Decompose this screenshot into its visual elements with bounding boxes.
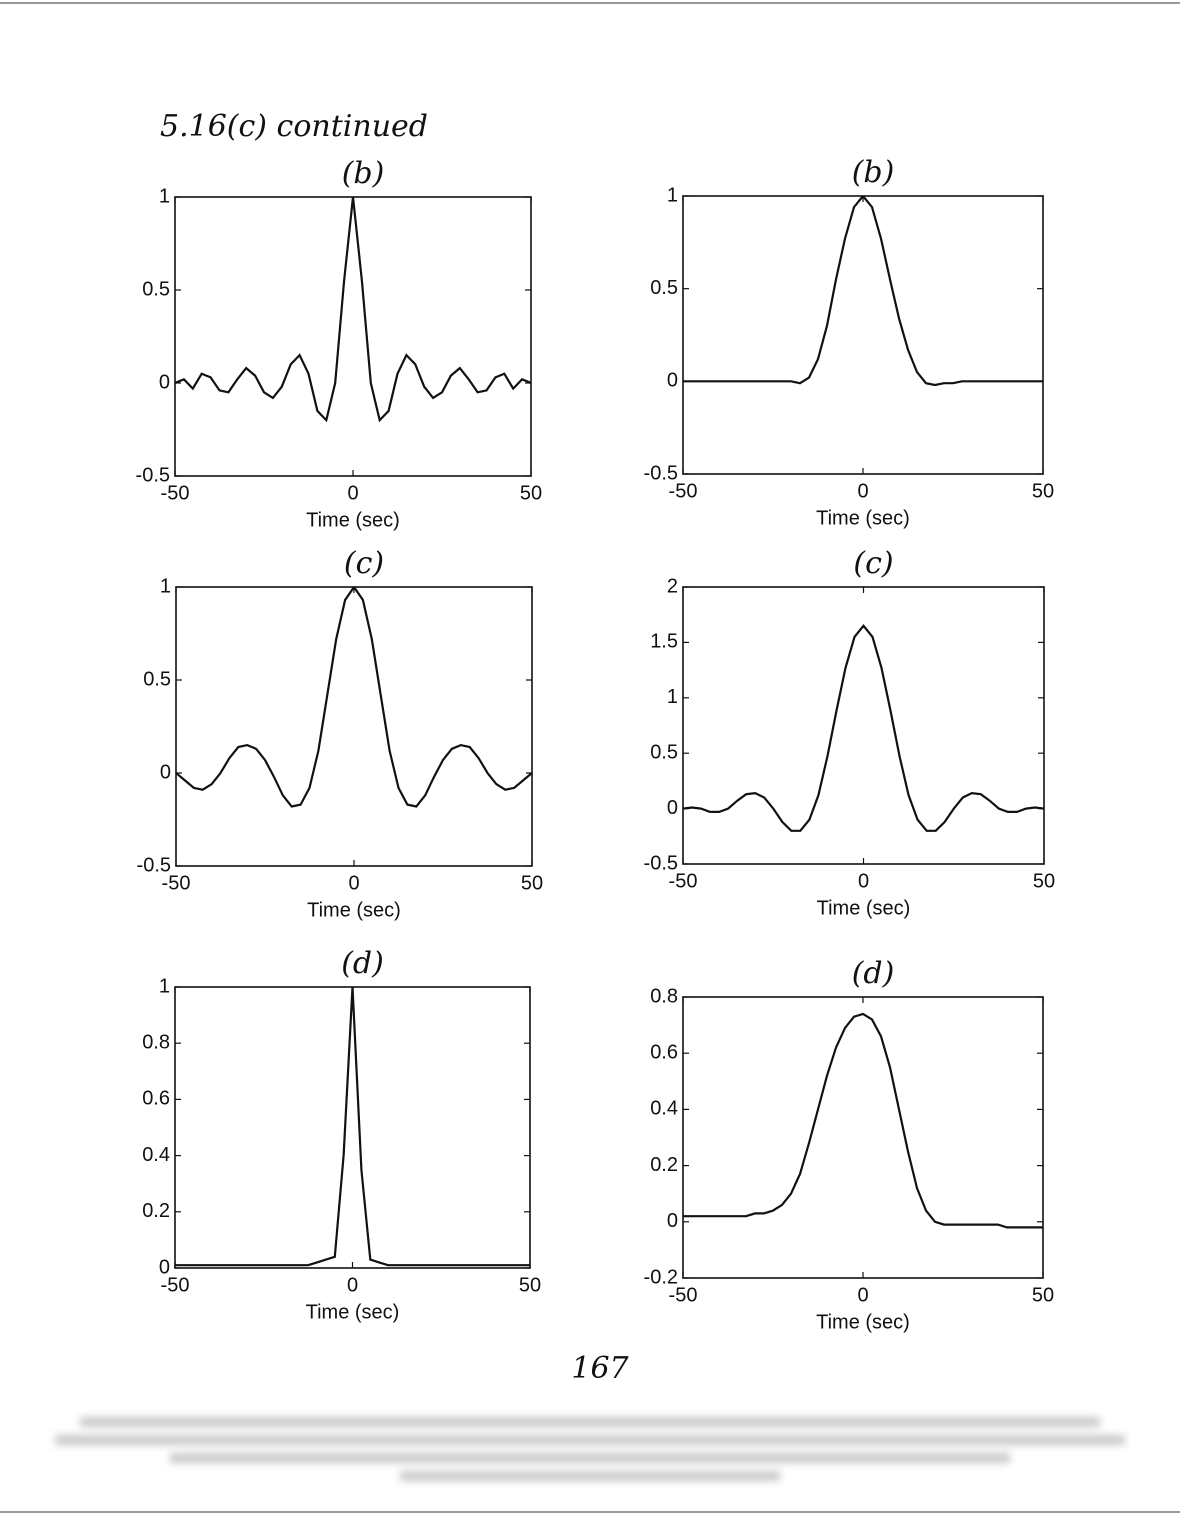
data-line (176, 587, 532, 808)
y-tick-label: 1 (159, 975, 170, 997)
x-axis-label: Time (sec) (816, 507, 910, 529)
plot-title: (d) (341, 946, 384, 981)
plot-area (683, 624, 1044, 832)
y-tick-label: 0.5 (650, 741, 678, 763)
plot: -0.2 0 0.2 0.4 0.6 0.8 -50 0 50 Time (sec) (d) (644, 956, 1055, 1333)
y-tick-label: 0 (159, 1256, 170, 1278)
page-number: 167 (571, 1351, 629, 1386)
x-axis-label: Time (sec) (307, 899, 401, 921)
x-tick-label: -50 (669, 870, 698, 892)
y-tick-label: 0 (160, 761, 171, 783)
data-line (683, 1012, 1043, 1229)
y-tick-label: 0.8 (142, 1031, 170, 1053)
y-tick-label: -0.5 (136, 464, 170, 486)
x-tick-label: -50 (669, 1284, 698, 1306)
x-tick-label: 50 (1033, 870, 1055, 892)
x-tick-label: 50 (1032, 1284, 1054, 1306)
y-tick-label: 0.6 (650, 1041, 678, 1063)
x-tick-label: -50 (161, 1274, 190, 1296)
x-tick-label: 50 (1032, 480, 1054, 502)
plot-title: (d) (852, 956, 895, 991)
y-tick-label: 0 (667, 370, 678, 392)
plot-area (683, 196, 1043, 387)
y-tick-label: 0 (667, 797, 678, 819)
y-tick-label: 1 (667, 686, 678, 708)
y-tick-label: -0.5 (644, 852, 678, 874)
plot-title: (b) (342, 156, 385, 191)
y-tick-label: 0.2 (650, 1154, 678, 1176)
data-line (175, 197, 531, 423)
plot: -0.5 0 0.5 1 -50 0 50 Time (sec) (b) (136, 156, 543, 531)
y-tick-label: 0.4 (650, 1098, 678, 1120)
x-tick-label: 0 (857, 1284, 868, 1306)
y-tick-label: -0.5 (644, 462, 678, 484)
y-tick-label: 0.5 (142, 278, 170, 300)
y-tick-label: 1 (159, 185, 170, 207)
blurred-footer (55, 1417, 1125, 1481)
x-axis-label: Time (sec) (306, 1301, 400, 1323)
y-tick-label: 0.5 (650, 277, 678, 299)
x-axis-label: Time (sec) (306, 509, 400, 531)
y-tick-label: -0.2 (644, 1266, 678, 1288)
plot-area (175, 987, 530, 1267)
plot-title: (b) (852, 155, 895, 190)
x-tick-label: 0 (347, 482, 358, 504)
data-line (683, 624, 1044, 832)
x-tick-label: -50 (161, 482, 190, 504)
header-note: 5.16(c) continued (160, 109, 428, 144)
y-tick-label: 1.5 (650, 631, 678, 653)
y-tick-label: -0.5 (137, 854, 171, 876)
plot-area (175, 197, 531, 423)
x-tick-label: 50 (519, 1274, 541, 1296)
y-tick-label: 2 (667, 575, 678, 597)
plot: -0.5 0 0.5 1 -50 0 50 Time (sec) (c) (137, 546, 544, 921)
plot-title: (c) (853, 546, 893, 581)
x-tick-label: 50 (520, 482, 542, 504)
plot-title: (c) (344, 546, 384, 581)
y-tick-label: 0.4 (142, 1144, 170, 1166)
data-line (683, 196, 1043, 387)
data-line (175, 987, 530, 1267)
plot: -0.5 0 0.5 1 -50 0 50 Time (sec) (b) (644, 155, 1055, 529)
y-tick-label: 0 (667, 1210, 678, 1232)
plot: -0.5 0 0.5 1 1.5 2 -50 0 50 Time (sec) (c) (644, 546, 1056, 919)
x-tick-label: -50 (669, 480, 698, 502)
x-axis-label: Time (sec) (817, 897, 911, 919)
y-tick-label: 0.2 (142, 1200, 170, 1222)
x-tick-label: 0 (347, 1274, 358, 1296)
y-tick-label: 1 (667, 184, 678, 206)
x-axis-label: Time (sec) (816, 1311, 910, 1333)
x-tick-label: 0 (348, 872, 359, 894)
y-tick-label: 1 (160, 575, 171, 597)
plot-area (176, 587, 532, 808)
y-tick-label: 0.6 (142, 1088, 170, 1110)
plot-area (683, 1012, 1043, 1229)
x-tick-label: 50 (521, 872, 543, 894)
y-tick-label: 0 (159, 371, 170, 393)
x-tick-label: 0 (858, 870, 869, 892)
x-tick-label: 0 (857, 480, 868, 502)
x-tick-label: -50 (162, 872, 191, 894)
y-tick-label: 0.5 (143, 668, 171, 690)
y-tick-label: 0.8 (650, 985, 678, 1007)
